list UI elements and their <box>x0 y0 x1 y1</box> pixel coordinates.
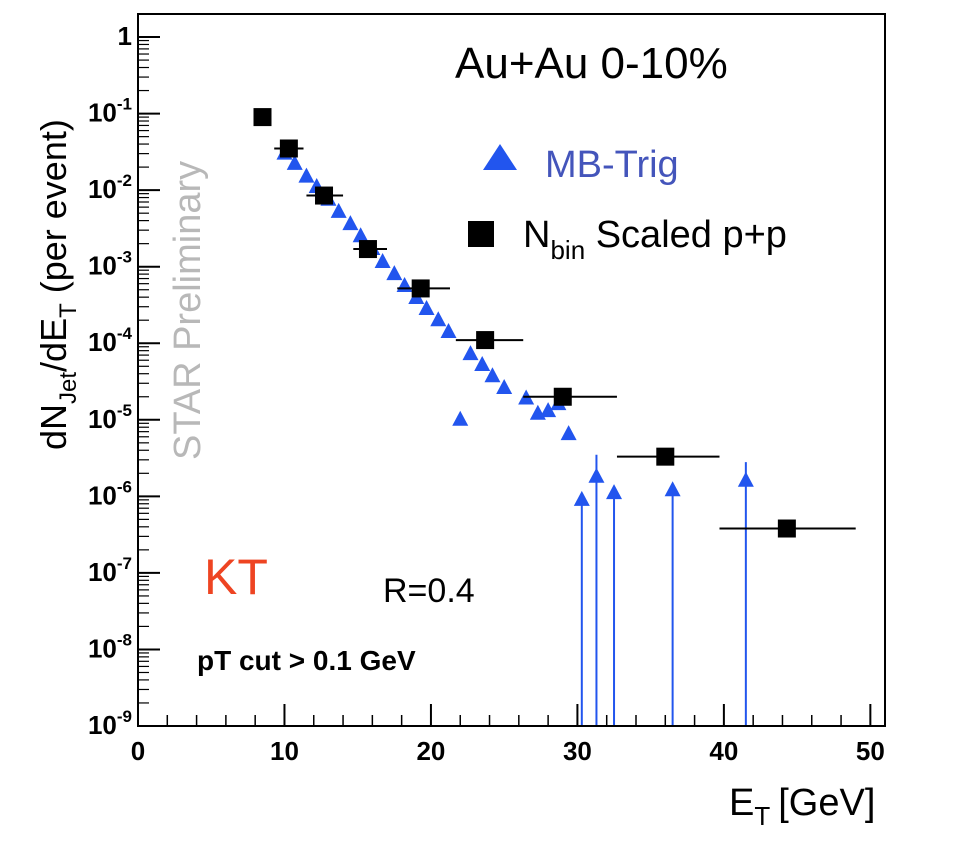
pp-point <box>553 387 572 406</box>
y-tick-label: 10-4 <box>88 324 133 357</box>
y-tick-label: 10-7 <box>88 554 132 587</box>
mb-trig-point <box>298 167 315 183</box>
y-tick-label: 10-2 <box>88 171 132 204</box>
x-tick-label: 10 <box>270 736 299 766</box>
mb-trig-point <box>342 215 359 231</box>
chart-title: Au+Au 0-10% <box>455 39 728 88</box>
mb-trig-point <box>286 154 303 170</box>
y-tick-label: 10-1 <box>88 95 132 128</box>
mb-trig-point <box>330 202 347 218</box>
y-axis-title: dNJet/dET (per event) <box>33 119 82 450</box>
mb-trig-point <box>496 379 513 395</box>
pp-point <box>656 447 675 466</box>
mb-trig-point <box>374 253 391 269</box>
pp-point <box>315 186 334 205</box>
mb-trig-point <box>573 490 590 506</box>
mb-trig-point <box>474 355 491 371</box>
x-axis-title: ET [GeV] <box>729 782 875 831</box>
mb-trig-point <box>462 345 479 361</box>
x-tick-label: 30 <box>563 736 592 766</box>
x-tick-label: 50 <box>856 736 885 766</box>
mb-trig-point <box>588 467 605 483</box>
watermark-text: STAR Preliminary <box>167 161 209 460</box>
pp-point <box>279 139 298 158</box>
pp-point <box>411 279 430 298</box>
mb-trig-point <box>418 300 435 316</box>
mb-trig-point <box>540 402 557 418</box>
pp-series <box>253 108 856 538</box>
y-tick-label: 10-8 <box>88 630 132 663</box>
mb-trig-point <box>430 311 447 327</box>
x-tick-label: 40 <box>709 736 738 766</box>
legend-pp-label: Nbin Scaled p+p <box>523 214 787 265</box>
y-axis: 1 10-1 10-2 10-3 10-4 10-5 10-6 10-7 10-8 10-9 <box>88 21 160 740</box>
mb-trig-point <box>606 484 623 500</box>
y-tick-label: 10-6 <box>88 477 132 510</box>
y-tick-label: 10-5 <box>88 401 132 434</box>
legend-pp-marker <box>468 221 494 247</box>
mb-trig-point <box>386 265 403 281</box>
mb-trig-point <box>737 471 754 487</box>
pp-point <box>358 240 377 259</box>
mb-trig-point <box>452 410 469 426</box>
mb-trig-point <box>352 227 369 243</box>
y-tick-label: 10-3 <box>88 248 132 281</box>
pp-point <box>253 108 272 127</box>
mb-trig-point <box>440 323 457 339</box>
x-axis: 0 10 20 30 40 50 <box>131 704 885 766</box>
x-tick-label: 0 <box>131 736 145 766</box>
y-tick-label: 1 <box>118 21 132 51</box>
cut-label: pT cut > 0.1 GeV <box>197 645 416 676</box>
legend-mb-label: MB-Trig <box>545 144 679 186</box>
mb-trig-point <box>484 367 501 383</box>
plot-frame <box>137 13 886 727</box>
mb-trig-point <box>664 481 681 497</box>
algorithm-label: KT <box>204 549 268 605</box>
y-tick-label: 10-9 <box>88 707 132 740</box>
mb-trig-point <box>560 425 577 441</box>
pp-point <box>777 519 796 538</box>
pp-point <box>476 331 495 350</box>
x-tick-label: 20 <box>416 736 445 766</box>
legend-mb-marker <box>483 144 517 170</box>
radius-label: R=0.4 <box>383 572 475 610</box>
legend: MB-Trig Nbin Scaled p+p <box>468 144 787 265</box>
